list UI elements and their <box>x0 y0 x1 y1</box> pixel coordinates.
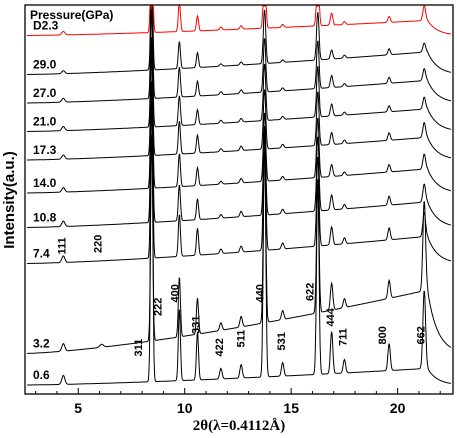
x-tick-label-15: 15 <box>283 400 299 416</box>
series-line-10-8 <box>27 45 451 228</box>
x-tick-label-10: 10 <box>177 400 193 416</box>
x-tick-label-5: 5 <box>74 400 82 416</box>
trace-group <box>27 5 452 386</box>
series-line-14-0 <box>27 40 451 194</box>
series-line-0-6 <box>27 87 451 386</box>
y-axis-label: Intensity(a.u.) <box>1 151 18 249</box>
x-axis-ticks: 5 10 15 20 <box>35 388 441 416</box>
hkl-label-400: 400 <box>169 284 181 302</box>
series-line-17-3 <box>27 37 451 161</box>
series-label-10-8: 10.8 <box>33 211 57 225</box>
series-label-29-0: 29.0 <box>33 58 57 72</box>
hkl-label-511: 511 <box>235 330 247 348</box>
series-line-29-0 <box>27 5 451 75</box>
hkl-label-422: 422 <box>214 338 226 356</box>
series-label-27-0: 27.0 <box>33 86 57 100</box>
series-label-7-4: 7.4 <box>33 247 50 261</box>
series-label-14-0: 14.0 <box>33 176 57 190</box>
hkl-label-711: 711 <box>338 328 350 346</box>
series-line-7-4 <box>27 81 451 264</box>
series-label-21-0: 21.0 <box>33 115 57 129</box>
plot-frame <box>24 4 454 395</box>
series-line-d2-3 <box>27 5 451 36</box>
hkl-label-531: 531 <box>276 332 288 350</box>
series-line-3-2 <box>27 134 452 354</box>
hkl-label-311: 311 <box>133 339 145 357</box>
hkl-label-331: 331 <box>191 316 203 334</box>
hkl-label-111: 111 <box>57 237 69 254</box>
hkl-label-662: 662 <box>415 326 427 344</box>
series-label-d2-3: D2.3 <box>33 19 59 33</box>
series-line-21-0 <box>27 8 451 132</box>
series-line-27-0 <box>27 5 451 104</box>
hkl-label-220: 220 <box>93 235 105 253</box>
hkl-label-222: 222 <box>152 298 164 316</box>
hkl-label-440: 440 <box>255 284 267 302</box>
series-label-0-6: 0.6 <box>33 368 50 382</box>
series-label-3-2: 3.2 <box>33 337 50 351</box>
pressure-label-group: 0.6 3.2 7.4 10.8 14.0 17.3 21.0 27.0 29.0 D2.3 <box>33 19 59 383</box>
x-tick-label-20: 20 <box>390 400 406 416</box>
hkl-label-800: 800 <box>377 326 389 344</box>
series-label-17-3: 17.3 <box>33 143 57 157</box>
hkl-label-622: 622 <box>305 283 317 301</box>
hkl-label-444: 444 <box>325 307 337 326</box>
legend-title: Pressure(GPa) <box>30 8 113 22</box>
x-axis-label: 2θ(λ=0.4112Å) <box>193 418 286 433</box>
